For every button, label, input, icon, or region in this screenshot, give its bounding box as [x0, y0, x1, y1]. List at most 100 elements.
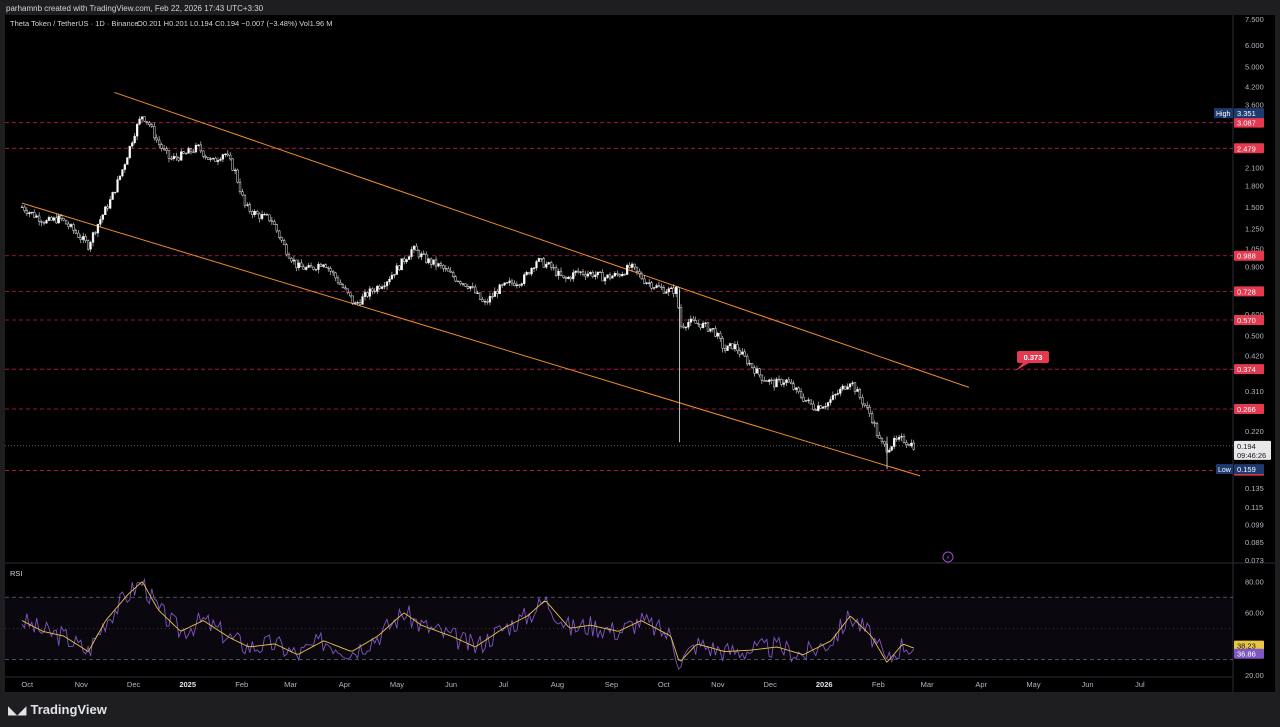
candle-body [726, 345, 729, 351]
candle-body [643, 278, 646, 284]
candle-body [652, 287, 656, 289]
header-bar: parhamnb created with TradingView.com, F… [0, 0, 1280, 15]
candle-body [226, 153, 229, 156]
candle-body [415, 245, 418, 251]
level-label-1-bg [1234, 143, 1264, 154]
rsi-ma-value: 38.23 [1234, 640, 1264, 651]
candle-body [535, 261, 538, 269]
rsi-ma-line [21, 581, 914, 663]
candle-body [55, 217, 58, 224]
candle-body [135, 123, 139, 137]
candle-body [236, 169, 239, 183]
candle-body [79, 237, 82, 240]
candle-body [591, 272, 594, 277]
candle-body [714, 328, 717, 337]
candle-body [275, 224, 278, 232]
symbol-title: Theta Token / TetherUS · 1D · Binance [10, 19, 139, 28]
candle-body [491, 296, 494, 298]
candle-body [280, 237, 283, 241]
high-value: 3.351 [1234, 108, 1264, 119]
candle-body [376, 285, 379, 292]
candle-body [180, 151, 183, 161]
candle-body [373, 290, 376, 293]
candle-body [628, 264, 631, 268]
candle-body [189, 148, 193, 153]
candle-body [790, 381, 793, 385]
candle-body [503, 282, 506, 286]
candle-body [625, 264, 629, 275]
chart-frame[interactable]: 7.500 6.000 5.000 4.200 3.600 2.100 1.800 1.500… [5, 15, 1275, 692]
time-tick-label: Feb [872, 680, 885, 689]
candle-body [846, 386, 849, 390]
candle-body [314, 269, 318, 271]
tradingview-logo[interactable]: ◣◢ TradingView [8, 702, 107, 717]
candle-body [297, 262, 300, 268]
candle-body [817, 405, 820, 411]
candle-body [138, 118, 141, 125]
rsi-ma-value-bg [1234, 640, 1264, 651]
candle-body [589, 272, 592, 275]
candle-body [170, 158, 173, 160]
candle-body [616, 272, 619, 275]
candle-body [777, 378, 781, 381]
candle-body [72, 224, 75, 231]
candle-body [895, 438, 898, 440]
time-axis[interactable]: Oct Nov Dec 2025 Feb Mar Apr May Jun Jul Aug Sep Oct… [21, 680, 1145, 689]
candle-body [447, 268, 450, 272]
candle-body [410, 249, 413, 257]
candle-body [515, 284, 519, 286]
candle-body [319, 263, 323, 267]
candle-body [870, 413, 874, 423]
price-tick-label: 0.135 [1245, 484, 1264, 493]
candle-body [750, 363, 754, 368]
candle-body [581, 271, 585, 275]
price-tick-label: 0.115 [1245, 503, 1263, 512]
candle-body [265, 214, 269, 216]
level-label-6-text: 0.266 [1237, 405, 1256, 414]
candle-body [635, 266, 639, 272]
price-channel[interactable] [21, 91, 970, 477]
candle-body [50, 217, 53, 221]
candle-body [290, 257, 293, 262]
chart-svg[interactable]: 7.500 6.000 5.000 4.200 3.600 2.100 1.800 1.500… [5, 15, 1275, 692]
candle-body [86, 240, 90, 250]
candle-body [532, 267, 536, 269]
level-label-1: 2.479 [1234, 143, 1264, 154]
price-tick-label: 1.250 [1245, 224, 1264, 233]
candle-body [427, 258, 430, 263]
ohlc-readout: O0.201 H0.201 L0.194 C0.194 −0.007 (−3.4… [137, 19, 333, 28]
candle-body [204, 156, 207, 158]
candle-body [456, 280, 460, 283]
candle-body [241, 191, 244, 196]
candle-body [425, 253, 428, 263]
candle-body [432, 259, 435, 265]
candle-body [819, 405, 822, 409]
candle-body [736, 344, 739, 351]
candle-body [270, 220, 274, 222]
candle-body [96, 223, 100, 234]
price-axis[interactable]: 7.500 6.000 5.000 4.200 3.600 2.100 1.800 1.500… [1245, 15, 1264, 680]
candle-body [839, 388, 842, 394]
candle-body [466, 286, 470, 289]
candle-body [238, 181, 242, 192]
lightning-icon[interactable]: ⚡ [942, 551, 954, 563]
candle-body [630, 263, 634, 268]
horizontal-levels [5, 122, 1233, 471]
candle-body [182, 151, 185, 154]
candle-body [177, 157, 180, 161]
candle-body [197, 144, 200, 146]
candle-body [775, 378, 778, 388]
candle-body [603, 277, 607, 282]
candle-body [121, 169, 124, 177]
candle-body [309, 265, 313, 268]
candle-body [20, 206, 24, 209]
candle-body [246, 204, 249, 206]
level-label-2: 0.988 [1234, 250, 1264, 261]
candle-body [354, 302, 357, 304]
candle-body [902, 436, 906, 443]
candle-body [866, 405, 869, 408]
candle-body [907, 444, 911, 447]
candle-body [417, 250, 421, 258]
low-value: 0.159 [1234, 464, 1264, 475]
candle-body [109, 199, 112, 209]
